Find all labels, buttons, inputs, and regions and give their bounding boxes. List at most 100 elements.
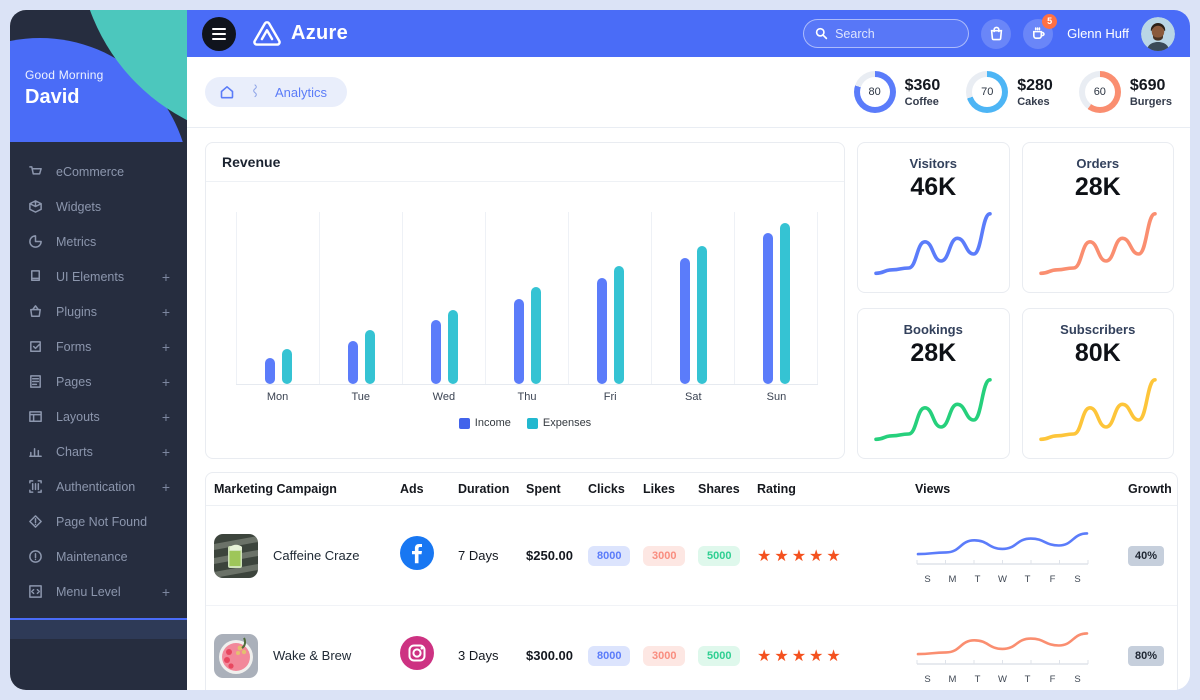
search-icon bbox=[815, 27, 828, 40]
campaign-image bbox=[214, 633, 258, 678]
sidebar-item-maintenance[interactable]: Maintenance bbox=[10, 539, 187, 574]
instagram-icon bbox=[400, 636, 434, 670]
revenue-card: Revenue Mon Tue Wed Thu Fri Sat Sun Income Expe… bbox=[205, 142, 845, 459]
stat-value: 28K bbox=[910, 339, 957, 367]
expand-plus-icon: + bbox=[161, 443, 170, 460]
brand-logo[interactable]: Azure bbox=[252, 20, 348, 47]
hamburger-menu-button[interactable] bbox=[202, 16, 236, 51]
sidebar-item-charts[interactable]: Charts + bbox=[10, 434, 187, 469]
sidebar-item-label: Plugins bbox=[56, 304, 97, 319]
donut-label: Burgers bbox=[1129, 95, 1172, 108]
x-tick-label: Sat bbox=[685, 391, 702, 403]
donut-percent: 70 bbox=[972, 77, 1003, 107]
user-avatar[interactable] bbox=[1141, 16, 1175, 51]
legend-swatch bbox=[526, 417, 538, 429]
expenses-bar bbox=[613, 266, 624, 384]
sidebar-item-ecommerce[interactable]: eCommerce bbox=[10, 154, 187, 189]
breadcrumb-row: Analytics 80 $360 Coffee 70 $280 Cakes 6… bbox=[187, 57, 1190, 128]
legend-swatch bbox=[458, 417, 470, 429]
widgets-icon bbox=[27, 199, 43, 215]
spark-day-label: T bbox=[974, 573, 981, 585]
donut-percent: 60 bbox=[1084, 77, 1115, 107]
sidebar-item-label: UI Elements bbox=[56, 269, 125, 284]
sidebar-item-partial[interactable] bbox=[10, 618, 187, 639]
sidebar-item-label: Metrics bbox=[56, 234, 97, 249]
summary-donuts: 80 $360 Coffee 70 $280 Cakes 60 $690 Bur… bbox=[853, 71, 1172, 113]
user-name: Glenn Huff bbox=[1067, 26, 1129, 41]
plugins-icon bbox=[27, 304, 43, 320]
expenses-bar bbox=[696, 246, 707, 384]
ads-network bbox=[400, 536, 458, 575]
stat-card-bookings: Bookings 28K bbox=[857, 308, 1010, 459]
metrics-icon bbox=[27, 234, 43, 250]
x-tick-label: Mon bbox=[266, 391, 289, 403]
expenses-bar bbox=[447, 310, 458, 384]
sidebar-item-menu-level[interactable]: Menu Level + bbox=[10, 574, 187, 609]
sidebar-item-forms[interactable]: Forms + bbox=[10, 329, 187, 364]
donut-stat-coffee: 80 $360 Coffee bbox=[853, 71, 941, 113]
revenue-title: Revenue bbox=[206, 143, 844, 182]
column-header-growth: Growth bbox=[1128, 482, 1172, 496]
spent-cell: $250.00 bbox=[526, 548, 573, 563]
coffee-cup-button[interactable]: 5 bbox=[1023, 13, 1058, 49]
donut-value: $360 bbox=[904, 76, 941, 94]
sidebar-item-metrics[interactable]: Metrics bbox=[10, 224, 187, 259]
pages-icon bbox=[27, 374, 43, 390]
marketing-table-card: Marketing Campaign Ads Duration Spent Clicks… bbox=[205, 472, 1178, 690]
shopping-bag-button[interactable] bbox=[981, 18, 1012, 49]
table-row[interactable]: Wake & Brew 3 Days $300.00 8000 3000 500… bbox=[206, 606, 1177, 690]
spark-day-label: T bbox=[1024, 673, 1031, 685]
sidebar-menu: eCommerce Widgets Metrics UI Elements + … bbox=[10, 142, 187, 609]
ads-network bbox=[400, 636, 458, 675]
clicks-badge: 8000 bbox=[588, 545, 631, 566]
greeting-text: Good Morning bbox=[25, 68, 104, 82]
column-header-clicks: Clicks bbox=[588, 482, 625, 496]
bar-group-sun bbox=[734, 212, 818, 384]
search-box[interactable] bbox=[803, 19, 970, 48]
stat-sparkline bbox=[874, 212, 993, 276]
stat-card-visitors: Visitors 46K bbox=[857, 142, 1010, 293]
shares-badge: 5000 bbox=[698, 645, 741, 666]
spark-day-label: T bbox=[974, 673, 981, 685]
stat-sparkline bbox=[874, 378, 993, 442]
sidebar-item-page-not-found[interactable]: Page Not Found bbox=[10, 504, 187, 539]
sidebar-item-authentication[interactable]: Authentication + bbox=[10, 469, 187, 504]
squiggle-separator-icon bbox=[253, 84, 257, 98]
likes-badge: 3000 bbox=[643, 645, 686, 666]
growth-badge: 40% bbox=[1128, 545, 1165, 566]
stat-label: Visitors bbox=[909, 156, 957, 171]
bar-group-thu bbox=[485, 212, 568, 384]
table-body: Caffeine Craze 7 Days $250.00 8000 3000 … bbox=[206, 506, 1177, 690]
home-icon bbox=[220, 86, 234, 99]
likes-badge: 3000 bbox=[643, 545, 686, 566]
column-header-marketing-campaign: Marketing Campaign bbox=[214, 482, 337, 496]
shares-badge: 5000 bbox=[698, 545, 741, 566]
donut-ring: 70 bbox=[966, 71, 1009, 113]
star-rating: ★★★★★ bbox=[757, 647, 844, 665]
column-header-ads: Ads bbox=[400, 482, 424, 496]
azure-logo-icon bbox=[253, 20, 281, 46]
income-bar bbox=[347, 341, 358, 384]
sidebar-item-layouts[interactable]: Layouts + bbox=[10, 399, 187, 434]
sidebar-item-ui-elements[interactable]: UI Elements + bbox=[10, 259, 187, 294]
spark-day-label: M bbox=[948, 573, 957, 585]
revenue-x-axis-labels: Mon Tue Wed Thu Fri Sat Sun bbox=[236, 391, 818, 403]
coffee-cup-icon bbox=[1032, 27, 1045, 39]
duration-cell: 3 Days bbox=[458, 648, 499, 663]
revenue-bar-chart bbox=[236, 212, 818, 385]
donut-value: $280 bbox=[1017, 76, 1053, 94]
spark-day-label: S bbox=[1074, 573, 1081, 585]
donut-stat-cakes: 70 $280 Cakes bbox=[966, 71, 1053, 113]
sidebar-item-pages[interactable]: Pages + bbox=[10, 364, 187, 399]
notification-count-badge: 5 bbox=[1042, 13, 1058, 29]
spark-day-label: M bbox=[948, 673, 957, 685]
sidebar-item-label: Widgets bbox=[56, 199, 102, 214]
sidebar-item-widgets[interactable]: Widgets bbox=[10, 189, 187, 224]
table-row[interactable]: Caffeine Craze 7 Days $250.00 8000 3000 … bbox=[206, 506, 1177, 606]
breadcrumb[interactable]: Analytics bbox=[205, 77, 348, 107]
expand-plus-icon: + bbox=[161, 478, 170, 495]
ecommerce-icon bbox=[27, 164, 43, 180]
income-bar bbox=[513, 299, 524, 384]
sidebar-item-plugins[interactable]: Plugins + bbox=[10, 294, 187, 329]
search-input[interactable] bbox=[835, 26, 958, 41]
